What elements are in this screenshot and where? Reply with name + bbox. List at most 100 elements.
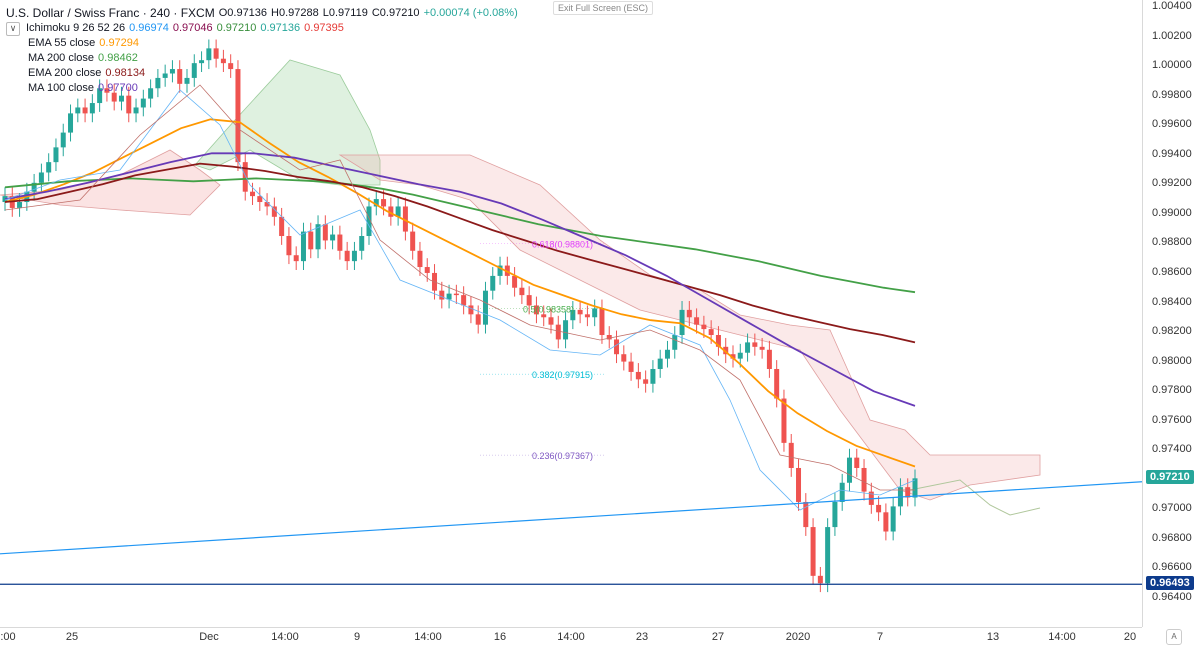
time-tick-label: 20: [1123, 631, 1137, 643]
candle-body: [876, 504, 882, 513]
price-tick-label: 0.97600: [1152, 413, 1192, 426]
time-tick-label: 27: [711, 631, 725, 643]
price-change: +0.00074 (+0.08%): [423, 7, 518, 19]
candle-body: [708, 329, 714, 336]
candle-body: [191, 63, 197, 78]
ma-line: [4, 152, 916, 407]
indicator-row-ma200[interactable]: MA 200 close 0.98462: [6, 51, 518, 66]
price-tick-label: 1.00200: [1152, 29, 1192, 42]
candle-body: [490, 275, 496, 291]
price-tick-label: 0.98600: [1152, 265, 1192, 278]
candle-body: [533, 305, 539, 315]
symbol-title: U.S. Dollar / Swiss Franc · 240 · FXCM: [6, 6, 215, 20]
indicator-row-ma100[interactable]: MA 100 close 0.97700: [6, 81, 518, 96]
candle-body: [359, 236, 365, 251]
candle-body: [308, 231, 314, 250]
candle-body: [250, 191, 256, 197]
price-axis[interactable]: [1142, 0, 1202, 627]
candle-body: [759, 346, 765, 350]
candle-body: [715, 335, 721, 347]
candle-body: [395, 206, 401, 217]
candle-body: [657, 358, 663, 369]
candle-body: [126, 95, 132, 114]
time-axis[interactable]: [0, 627, 1142, 650]
candle-body: [89, 103, 95, 114]
candle-body: [97, 88, 103, 104]
candle-body: [104, 88, 110, 93]
candle-body: [686, 309, 692, 318]
candle-body: [475, 314, 481, 325]
time-tick-label: 9: [353, 631, 361, 643]
candle-body: [373, 199, 379, 207]
candle-body: [701, 324, 707, 330]
time-tick-label: 25: [65, 631, 79, 643]
candle-body: [199, 60, 205, 64]
auto-scale-button[interactable]: A: [1166, 629, 1182, 645]
candle-body: [351, 250, 357, 262]
fib-label: 0.618(0.98801): [532, 239, 593, 249]
chevron-down-icon[interactable]: ∨: [6, 21, 20, 36]
ma-line: [4, 162, 916, 344]
fib-label: 0.236(0.97367): [532, 451, 593, 461]
indicator-row-ichimoku[interactable]: ∨ Ichimoku 9 26 52 26 0.96974 0.97046 0.…: [6, 21, 518, 36]
price-tick-label: 0.99400: [1152, 147, 1192, 160]
price-tick-label: 0.97800: [1152, 384, 1192, 397]
ohlc-high: H0.97288: [271, 7, 319, 19]
candle-body: [148, 88, 154, 99]
candle-body: [293, 255, 299, 262]
candle-body: [883, 512, 889, 532]
price-tick-label: 0.96400: [1152, 591, 1192, 603]
candle-body: [235, 69, 241, 163]
tenkan-line: [4, 89, 916, 511]
indicator-row-ema55[interactable]: EMA 55 close 0.97294: [6, 36, 518, 51]
price-chart[interactable]: 0.618(0.98801) 0.5(0.98358) 0.382(0.97915)…: [0, 0, 1142, 627]
candle-body: [555, 324, 561, 340]
price-tick-label: 0.98000: [1152, 354, 1192, 367]
indicator-name: Ichimoku 9 26 52 26: [26, 22, 126, 34]
time-tick-label: 14:00: [557, 631, 585, 643]
candle-body: [140, 98, 146, 108]
ma-line: [4, 118, 916, 468]
candle-body: [548, 317, 554, 325]
candle-body: [592, 308, 598, 318]
candle-body: [781, 398, 787, 443]
candle-body: [650, 368, 656, 384]
candle-body: [672, 335, 678, 350]
candle-body: [854, 457, 860, 468]
time-tick-label: 16: [493, 631, 507, 643]
exit-fullscreen-button[interactable]: Exit Full Screen (ESC): [553, 1, 654, 15]
price-tick-label: 0.97000: [1152, 502, 1192, 515]
candle-body: [184, 77, 190, 84]
candle-body: [912, 478, 918, 498]
candle-body: [730, 354, 736, 359]
candle-body: [832, 501, 838, 528]
candle-body: [366, 206, 372, 237]
candle-body: [541, 314, 547, 318]
price-tick-label: 0.96800: [1152, 531, 1192, 544]
indicator-row-ema200[interactable]: EMA 200 close 0.98134: [6, 66, 518, 81]
candle-body: [803, 501, 809, 528]
indicator-value: 0.96974: [129, 22, 169, 34]
candle-body: [861, 467, 867, 492]
candle-body: [737, 352, 743, 359]
candle-body: [300, 231, 306, 262]
candle-body: [825, 527, 831, 584]
candle-body: [213, 48, 219, 59]
candle-body: [614, 339, 620, 355]
candle-body: [788, 442, 794, 468]
fib-label: 0.382(0.97915): [532, 370, 593, 380]
time-tick-label: :00: [0, 631, 16, 643]
candle-body: [177, 69, 183, 84]
time-tick-label: 13: [986, 631, 1000, 643]
indicator-value: 0.97136: [260, 22, 301, 34]
candle-body: [839, 482, 845, 502]
fib-label: 0.5(0.98358): [523, 305, 574, 315]
candle-body: [635, 371, 641, 380]
candle-body: [279, 216, 285, 237]
candle-body: [271, 206, 277, 217]
indicator-value: 0.97210: [216, 22, 257, 34]
candle-body: [606, 335, 612, 340]
candle-body: [796, 467, 802, 502]
price-tick-label: 0.99800: [1152, 88, 1192, 101]
